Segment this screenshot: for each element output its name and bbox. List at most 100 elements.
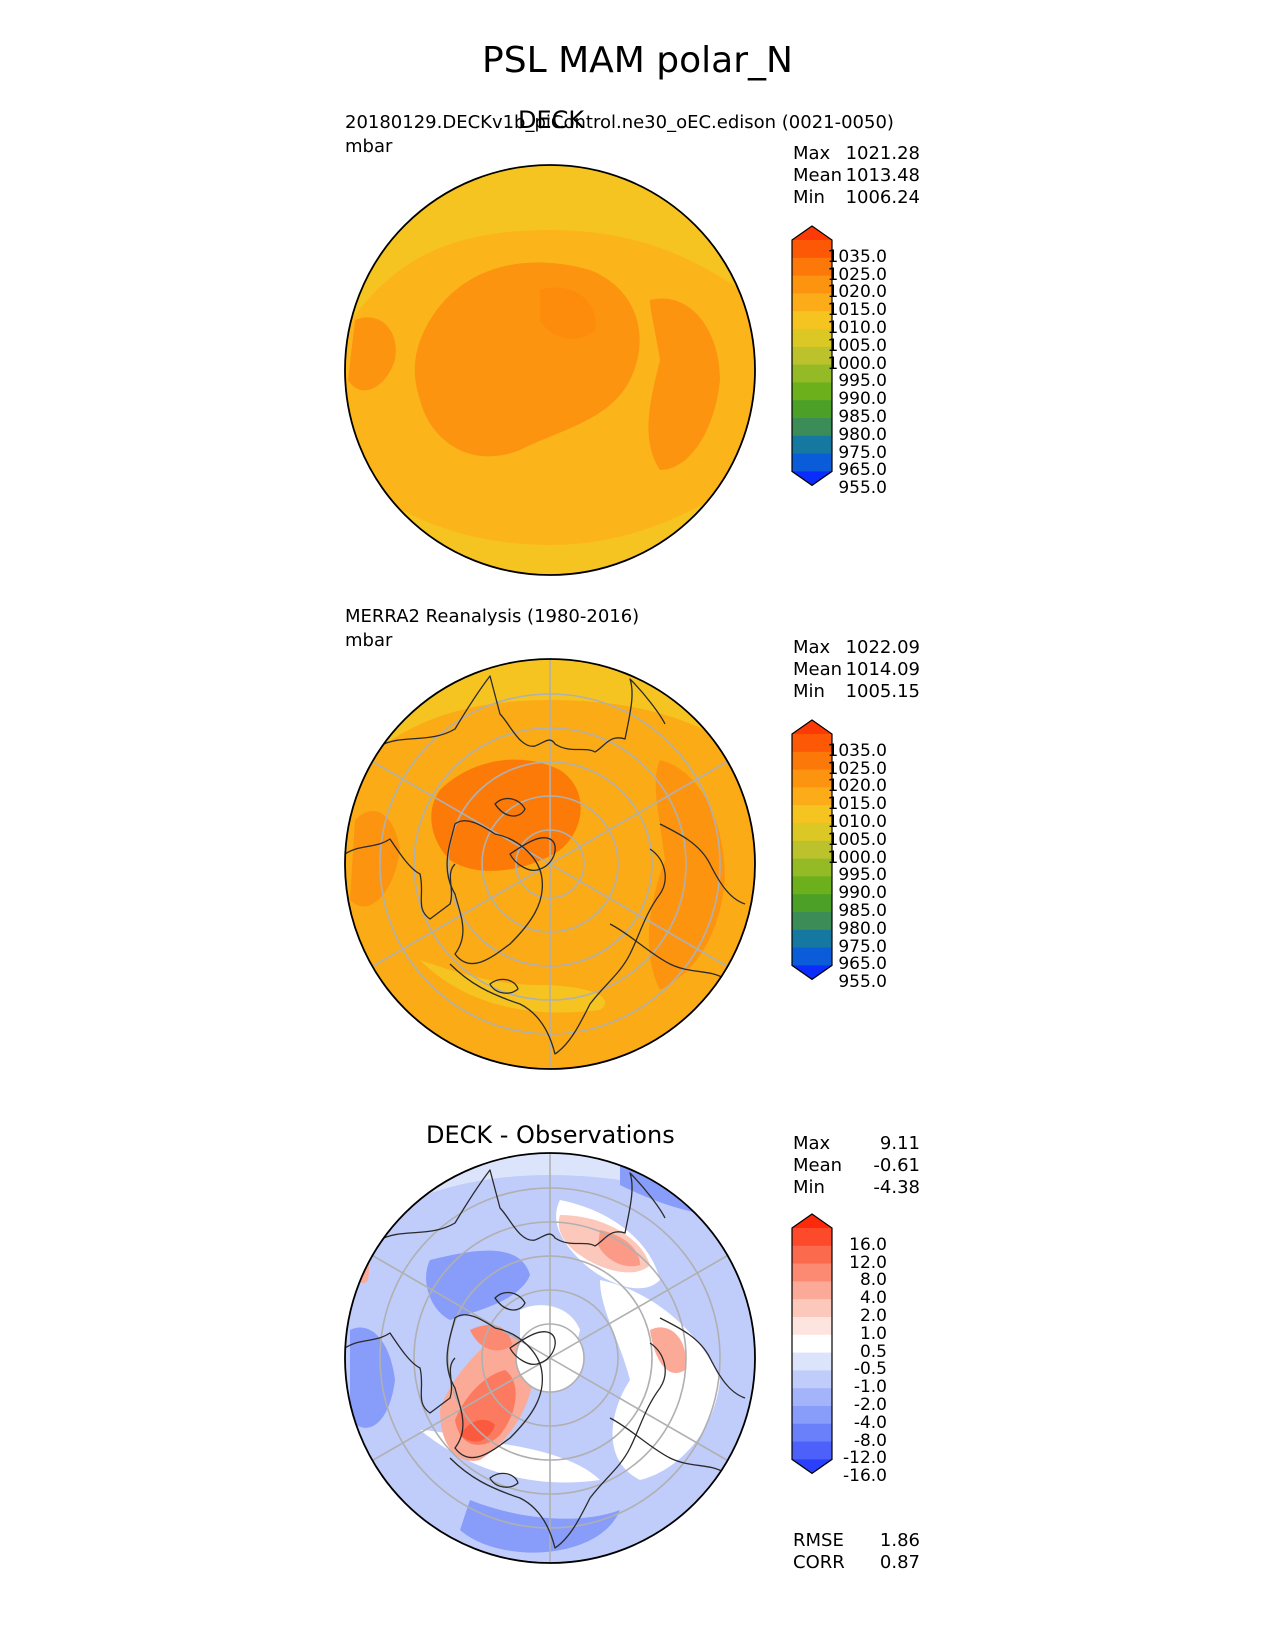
panel-3-min-label: Min [793,1177,825,1198]
colorbar-3-tick: 0.5 [859,1341,887,1362]
colorbar-2-tick: 1000.0 [827,847,887,868]
colorbar-2-tick: 980.0 [838,918,887,939]
colorbar-2-tick: 1005.0 [827,829,887,850]
colorbar-2-tick: 965.0 [838,954,887,975]
colorbar-1-bin [792,364,832,383]
colorbar-3-bin [792,1388,832,1407]
colorbar-3-tick: -16.0 [843,1466,887,1487]
colorbar-3-tick: 1.0 [859,1323,887,1344]
panel-1-min-label: Min [793,187,825,208]
colorbar-1-tick: 1005.0 [827,335,887,356]
colorbar-2-bin [792,734,832,753]
colorbar-1-tick: 1025.0 [827,264,887,285]
colorbar-2-extend-top [792,720,832,734]
figure-title: PSL MAM polar_N [482,40,793,81]
colorbar-2-tick: 990.0 [838,883,887,904]
colorbar-2-bin [792,876,832,895]
colorbar-1-tick: 1035.0 [827,246,887,267]
colorbar-1-bin [792,418,832,437]
colorbar-2-tick: 975.0 [838,936,887,957]
colorbar-3-tick: 2.0 [859,1306,887,1326]
colorbar-3-tick: 8.0 [859,1270,887,1291]
panel-3-mean-value: -0.61 [873,1155,920,1176]
colorbar-2-bin [792,751,832,771]
colorbar-2-bin [792,840,832,860]
colorbar-1-tick: 990.0 [838,389,887,410]
colorbar-1-tick: 985.0 [838,407,887,427]
colorbar-1 [791,225,833,487]
colorbar-1-bin [792,257,832,277]
colorbar-2-bin [792,912,832,931]
colorbar-1-bin [792,435,832,455]
colorbar-3-extend-top [792,1214,832,1228]
colorbar-1-bin [792,240,832,259]
colorbar-2-bin [792,947,832,966]
colorbar-1-tick: 955.0 [838,478,887,499]
colorbar-3-tick: 4.0 [859,1288,887,1309]
colorbar-3-bin [792,1406,832,1425]
map-panel-2 [344,658,756,1070]
colorbar-3-extend-bottom [792,1459,832,1474]
panel-3-mean-label: Mean [793,1155,843,1176]
panel-3-min-value: -4.38 [873,1177,920,1198]
panel-1-title: DECK [518,106,585,134]
panel-2-mean-label: Mean [793,659,843,680]
colorbar-3-tick: -1.0 [853,1377,887,1398]
colorbar-2-bin [792,823,832,842]
colorbar-1-tick: 1015.0 [827,300,887,321]
colorbar-2-extend-bottom [792,965,832,980]
panel-3-title: DECK - Observations [426,1121,675,1149]
colorbar-3-bin [792,1263,832,1282]
panel-1-mean-value: 1013.48 [845,165,920,186]
colorbar-2-bin [792,858,832,877]
colorbar-2-tick: 1015.0 [827,794,887,815]
colorbar-3-bin [792,1228,832,1247]
colorbar-3-bin [792,1334,832,1354]
panel-2-max-label: Max [793,637,831,658]
panel-1-mean-label: Mean [793,165,843,186]
colorbar-2-bin [792,769,832,788]
panel-3-max-label: Max [793,1133,831,1154]
colorbar-2-tick: 1035.0 [827,740,887,761]
colorbar-3-bin [792,1441,832,1460]
panel-1-max-label: Max [793,143,831,164]
colorbar-1-bin [792,400,832,419]
colorbar-3 [791,1213,833,1475]
corr-value: 0.87 [879,1552,920,1573]
colorbar-1-bin [792,453,832,472]
colorbar-1-bin [792,382,832,401]
rmse-label: RMSE [793,1530,844,1551]
colorbar-3-bin [792,1299,832,1318]
colorbar-1-tick: 1000.0 [827,353,887,374]
colorbar-3-bin [792,1352,832,1371]
colorbar-1-bin [792,311,832,330]
colorbar-3-tick: -4.0 [853,1412,887,1433]
colorbar-1-tick: 975.0 [838,442,887,463]
panel-2-min-value: 1005.15 [845,681,920,702]
colorbar-2-tick: 1025.0 [827,758,887,779]
colorbar-1-bin [792,346,832,366]
colorbar-3-bin [792,1423,832,1443]
colorbar-3-tick: -2.0 [853,1395,887,1415]
colorbar-2-tick: 985.0 [838,901,887,921]
colorbar-1-bin [792,329,832,348]
corr-label: CORR [793,1552,845,1573]
colorbar-3-bin [792,1245,832,1265]
colorbar-3-bin [792,1281,832,1300]
colorbar-1-tick: 1020.0 [827,282,887,303]
colorbar-2-tick: 1020.0 [827,776,887,797]
colorbar-1-tick: 995.0 [838,371,887,392]
map-panel-3 [344,1152,756,1564]
panel-2-run-label: MERRA2 Reanalysis (1980-2016) [345,606,640,627]
colorbar-2-bin [792,894,832,913]
rmse-value: 1.86 [879,1530,920,1551]
colorbar-3-bin [792,1370,832,1389]
colorbar-1-tick: 1010.0 [827,318,887,338]
panel-2-units: mbar [345,630,393,651]
panel-1-units: mbar [345,136,393,157]
colorbar-1-bin [792,275,832,294]
colorbar-2-tick: 955.0 [838,972,887,993]
panel-2-mean-value: 1014.09 [845,659,920,680]
panel-1-run-label: 20180129.DECKv1b_piControl.ne30_oEC.edis… [345,112,894,133]
